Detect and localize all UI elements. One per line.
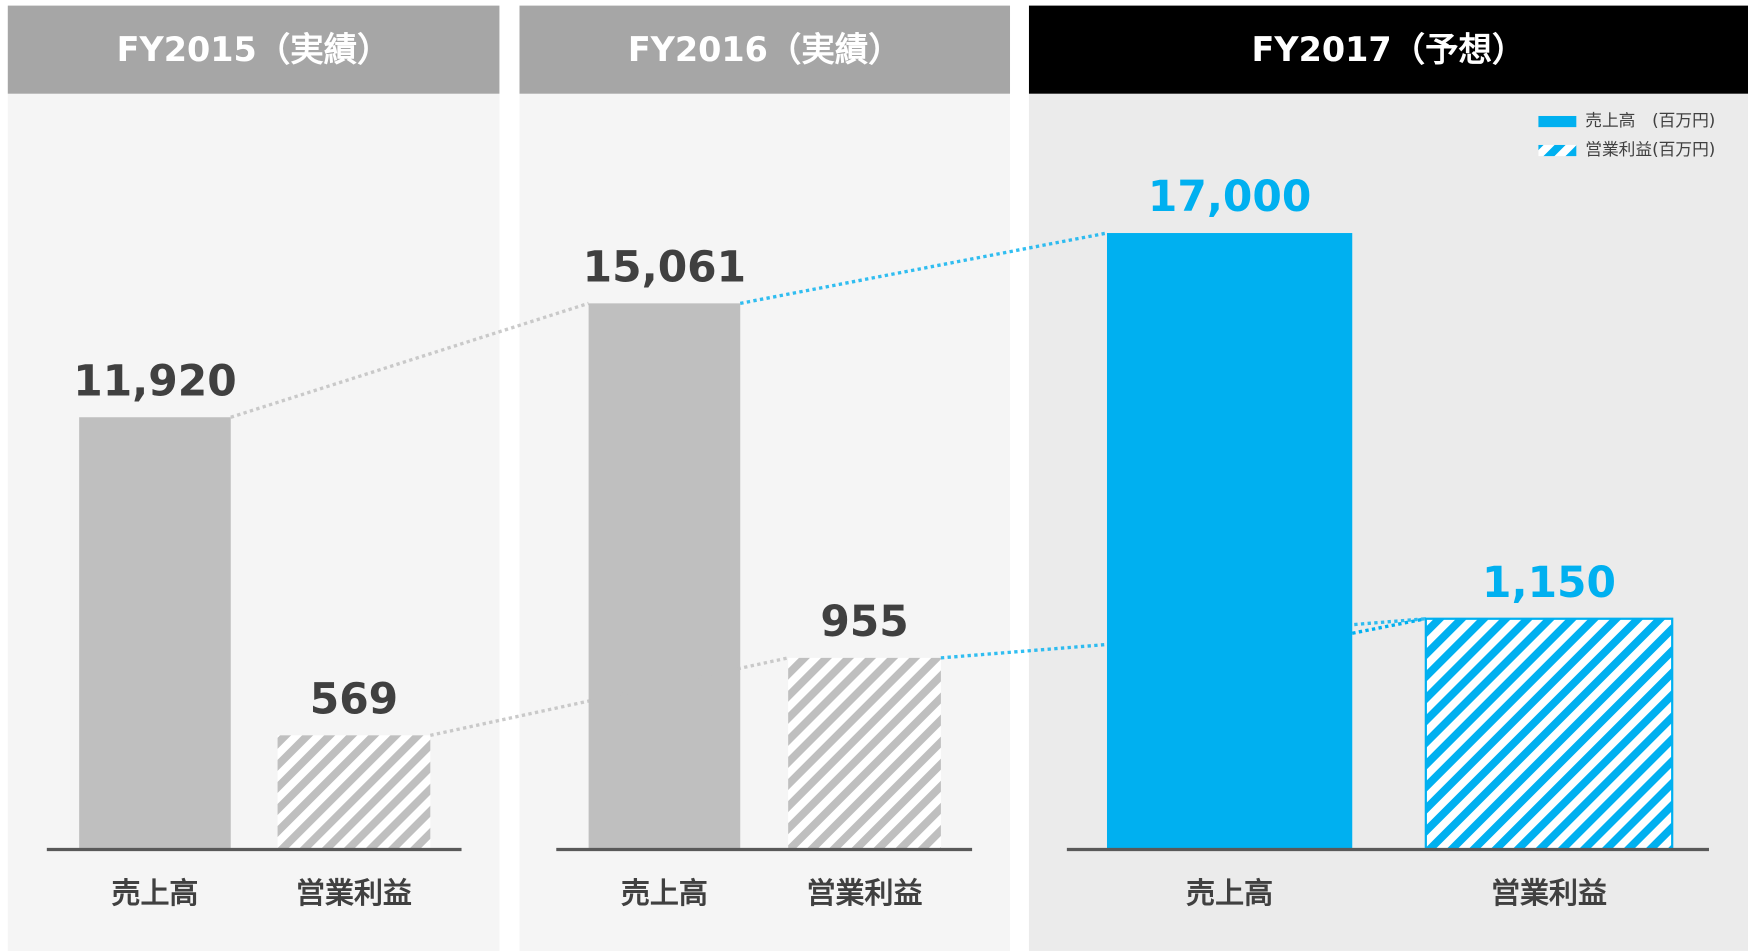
bar [79, 417, 231, 850]
category-label: 営業利益 [807, 876, 923, 910]
bar [1424, 617, 1674, 851]
connector [1351, 617, 1427, 635]
category-label: 売上高 [111, 876, 198, 910]
bar [588, 303, 741, 850]
value-label: 17,000 [1148, 172, 1311, 221]
bar [788, 657, 941, 850]
category-label: 売上高 [1186, 876, 1273, 910]
panel-title: FY2017（予想） [1252, 30, 1526, 69]
connector [230, 301, 590, 419]
value-label: 955 [820, 597, 908, 646]
category-label: 売上高 [621, 876, 708, 910]
bar [277, 735, 431, 850]
value-label: 15,061 [583, 242, 746, 291]
panel-header [519, 5, 1011, 94]
legend-swatch [1538, 115, 1577, 128]
value-label: 569 [310, 674, 398, 723]
panel-title: FY2015（実績） [117, 30, 391, 69]
bar [1106, 233, 1353, 850]
value-label: 1,150 [1482, 558, 1616, 607]
panel-header [7, 5, 500, 94]
connector [429, 656, 789, 737]
panel-header [1028, 5, 1748, 94]
category-label: 営業利益 [1491, 876, 1607, 910]
value-label: 11,920 [73, 356, 236, 405]
legend-label: 売上高 (百万円) [1585, 110, 1715, 130]
category-label: 営業利益 [296, 876, 412, 910]
legend-swatch [1538, 144, 1577, 157]
connector [940, 617, 1426, 660]
connector [739, 231, 1108, 305]
legend-label: 営業利益(百万円) [1585, 139, 1715, 159]
panel-title: FY2016（実績） [628, 30, 902, 69]
